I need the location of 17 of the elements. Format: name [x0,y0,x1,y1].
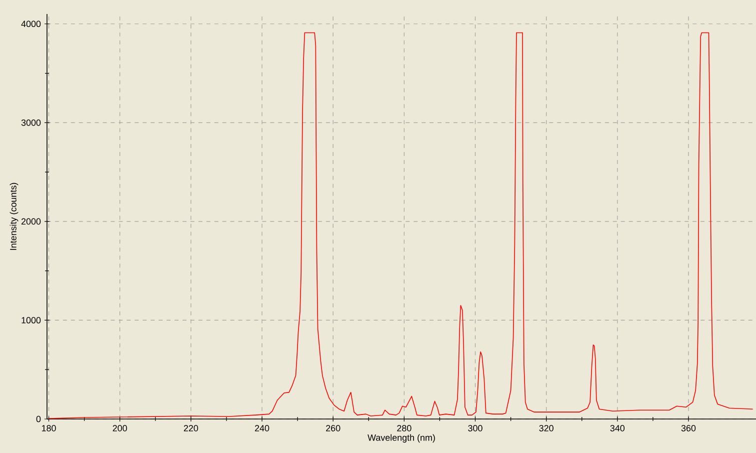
y-tick-label: 2000 [21,218,41,225]
y-tick-label: 4000 [21,20,41,28]
x-tick-label: 200 [112,425,127,432]
x-tick-label: 180 [42,425,56,432]
y-axis-title: Intensity (counts) [10,182,18,250]
x-tick-label: 340 [610,425,625,432]
x-tick-label: 280 [397,425,412,432]
x-tick-label: 300 [468,425,482,432]
x-tick-label: 240 [254,425,270,432]
x-tick-label: 320 [539,425,554,432]
x-tick-label: 260 [326,425,340,432]
x-tick-label: 220 [184,425,198,432]
x-tick-label: 360 [681,425,696,432]
x-axis-title: Wavelength (nm) [368,434,435,443]
y-tick-label: 0 [36,416,41,422]
y-tick-label: 3000 [21,119,41,126]
y-tick-label: 1000 [22,317,41,324]
